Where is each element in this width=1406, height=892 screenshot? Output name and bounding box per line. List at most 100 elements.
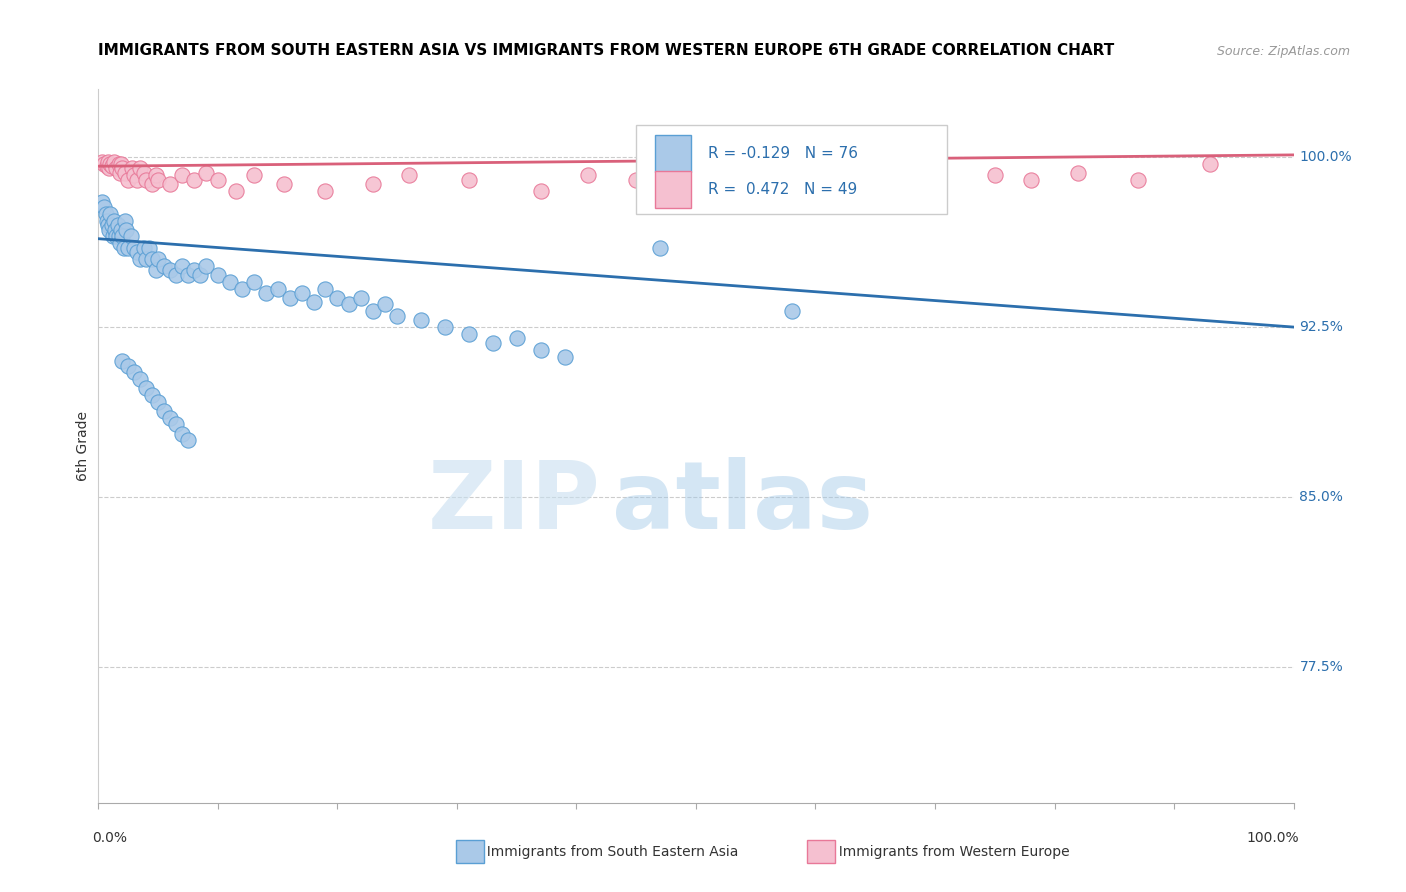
Text: R = -0.129   N = 76: R = -0.129 N = 76 — [709, 146, 858, 161]
Point — [177, 434, 200, 448]
Point — [374, 297, 396, 311]
Point — [852, 166, 875, 180]
Point — [231, 281, 253, 295]
Point — [172, 426, 194, 441]
Point — [153, 259, 176, 273]
Point — [165, 268, 187, 282]
FancyBboxPatch shape — [636, 125, 946, 214]
Point — [793, 173, 815, 187]
Point — [115, 222, 138, 236]
Point — [124, 169, 146, 183]
Point — [254, 286, 277, 301]
Point — [225, 184, 247, 198]
FancyBboxPatch shape — [655, 135, 692, 172]
Point — [172, 259, 194, 273]
Text: 92.5%: 92.5% — [1299, 320, 1343, 334]
Point — [107, 218, 129, 232]
Point — [120, 229, 142, 244]
Point — [648, 241, 672, 255]
Point — [94, 207, 117, 221]
Point — [267, 281, 290, 295]
Point — [91, 195, 114, 210]
Point — [363, 304, 385, 318]
Point — [302, 295, 325, 310]
Point — [207, 173, 229, 187]
Text: ZIP: ZIP — [427, 457, 600, 549]
Point — [93, 157, 115, 171]
Point — [554, 350, 576, 364]
Point — [135, 381, 157, 395]
Point — [194, 166, 217, 180]
Point — [529, 343, 551, 357]
Point — [363, 178, 385, 192]
Text: R =  0.472   N = 49: R = 0.472 N = 49 — [709, 182, 858, 196]
Point — [159, 410, 181, 425]
Point — [1198, 157, 1220, 171]
Point — [121, 161, 143, 176]
Point — [129, 372, 152, 386]
Point — [273, 178, 295, 192]
Point — [111, 161, 134, 176]
Point — [153, 404, 176, 418]
Point — [125, 173, 148, 187]
Point — [1128, 173, 1150, 187]
Point — [506, 331, 529, 345]
Point — [177, 268, 200, 282]
Point — [207, 268, 229, 282]
Point — [481, 335, 505, 350]
Point — [148, 173, 170, 187]
Text: Immigrants from Western Europe: Immigrants from Western Europe — [830, 845, 1069, 859]
Point — [398, 169, 420, 183]
Point — [685, 178, 707, 192]
Point — [219, 275, 242, 289]
Text: 0.0%: 0.0% — [93, 831, 128, 846]
Point — [110, 222, 132, 236]
Point — [105, 161, 128, 176]
Point — [733, 169, 755, 183]
Point — [96, 159, 118, 173]
Point — [290, 286, 312, 301]
Point — [350, 291, 373, 305]
Point — [103, 213, 125, 227]
Point — [135, 173, 157, 187]
Text: Source: ZipAtlas.com: Source: ZipAtlas.com — [1216, 45, 1350, 58]
Point — [159, 263, 181, 277]
Point — [145, 263, 167, 277]
Text: 85.0%: 85.0% — [1299, 490, 1343, 504]
Text: Immigrants from South Eastern Asia: Immigrants from South Eastern Asia — [478, 845, 738, 859]
Y-axis label: 6th Grade: 6th Grade — [76, 411, 90, 481]
Point — [91, 154, 114, 169]
Point — [148, 394, 170, 409]
Point — [132, 166, 155, 180]
Point — [114, 213, 136, 227]
Point — [100, 159, 122, 173]
Point — [188, 268, 211, 282]
Point — [315, 184, 337, 198]
Point — [576, 169, 599, 183]
Point — [98, 207, 122, 221]
Point — [243, 275, 266, 289]
Point — [183, 263, 205, 277]
Point — [458, 173, 481, 187]
Text: 100.0%: 100.0% — [1247, 831, 1299, 846]
Point — [104, 222, 127, 236]
Point — [1019, 173, 1042, 187]
Text: 77.5%: 77.5% — [1299, 660, 1343, 673]
Point — [100, 218, 122, 232]
Point — [194, 259, 217, 273]
Point — [138, 241, 160, 255]
Point — [117, 173, 139, 187]
Point — [141, 388, 163, 402]
Point — [433, 320, 456, 334]
Point — [108, 166, 131, 180]
Point — [624, 173, 647, 187]
Point — [129, 161, 152, 176]
Point — [98, 222, 121, 236]
Point — [172, 169, 194, 183]
Point — [112, 241, 135, 255]
Point — [108, 236, 131, 251]
Point — [117, 241, 139, 255]
Point — [983, 169, 1005, 183]
Point — [129, 252, 152, 266]
Point — [107, 157, 129, 171]
